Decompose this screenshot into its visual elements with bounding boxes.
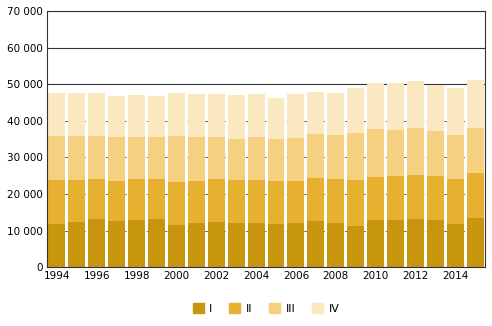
Bar	[347, 180, 364, 226]
Bar	[128, 179, 145, 220]
Bar	[287, 95, 305, 138]
Bar	[68, 136, 85, 180]
Bar	[327, 135, 344, 179]
Bar	[427, 176, 444, 220]
Bar	[208, 137, 225, 179]
Bar	[268, 98, 284, 139]
Bar	[128, 220, 145, 267]
Bar	[447, 224, 463, 267]
Bar	[168, 182, 185, 225]
Bar	[447, 88, 463, 135]
Bar	[49, 180, 65, 224]
Bar	[327, 179, 344, 223]
Bar	[427, 220, 444, 267]
Bar	[367, 83, 384, 129]
Bar	[108, 96, 125, 137]
Bar	[148, 179, 165, 219]
Bar	[287, 223, 305, 267]
Bar	[268, 181, 284, 224]
Bar	[49, 93, 65, 136]
Bar	[327, 223, 344, 267]
Bar	[367, 129, 384, 177]
Bar	[148, 137, 165, 179]
Bar	[427, 131, 444, 176]
Bar	[268, 224, 284, 267]
Bar	[308, 178, 324, 221]
Bar	[367, 220, 384, 267]
Bar	[128, 137, 145, 179]
Bar	[228, 95, 245, 139]
Bar	[188, 181, 205, 223]
Bar	[148, 96, 165, 137]
Bar	[188, 137, 205, 181]
Bar	[148, 219, 165, 267]
Legend: I, II, III, IV: I, II, III, IV	[188, 299, 344, 318]
Bar	[108, 181, 125, 221]
Bar	[268, 139, 284, 181]
Bar	[168, 225, 185, 267]
Bar	[407, 219, 424, 267]
Bar	[407, 128, 424, 175]
Bar	[228, 139, 245, 180]
Bar	[287, 181, 305, 223]
Bar	[228, 180, 245, 223]
Bar	[49, 136, 65, 180]
Bar	[447, 135, 463, 179]
Bar	[387, 220, 404, 267]
Bar	[347, 133, 364, 180]
Bar	[168, 136, 185, 182]
Bar	[466, 128, 484, 173]
Bar	[208, 95, 225, 137]
Bar	[427, 84, 444, 131]
Bar	[68, 222, 85, 267]
Bar	[466, 173, 484, 218]
Bar	[88, 219, 105, 267]
Bar	[466, 80, 484, 128]
Bar	[188, 223, 205, 267]
Bar	[387, 176, 404, 220]
Bar	[347, 88, 364, 133]
Bar	[347, 226, 364, 267]
Bar	[466, 218, 484, 267]
Bar	[68, 180, 85, 222]
Bar	[387, 83, 404, 130]
Bar	[247, 223, 265, 267]
Bar	[308, 92, 324, 134]
Bar	[308, 221, 324, 267]
Bar	[108, 137, 125, 181]
Bar	[88, 136, 105, 179]
Bar	[49, 224, 65, 267]
Bar	[447, 179, 463, 224]
Bar	[247, 94, 265, 137]
Bar	[88, 93, 105, 136]
Bar	[208, 222, 225, 267]
Bar	[247, 180, 265, 223]
Bar	[407, 175, 424, 219]
Bar	[208, 179, 225, 222]
Bar	[168, 93, 185, 136]
Bar	[228, 223, 245, 267]
Bar	[287, 138, 305, 181]
Bar	[128, 95, 145, 137]
Bar	[68, 93, 85, 136]
Bar	[188, 95, 205, 137]
Bar	[108, 221, 125, 267]
Bar	[247, 137, 265, 180]
Bar	[88, 179, 105, 219]
Bar	[327, 93, 344, 135]
Bar	[367, 177, 384, 220]
Bar	[387, 130, 404, 176]
Bar	[407, 81, 424, 128]
Bar	[308, 134, 324, 178]
